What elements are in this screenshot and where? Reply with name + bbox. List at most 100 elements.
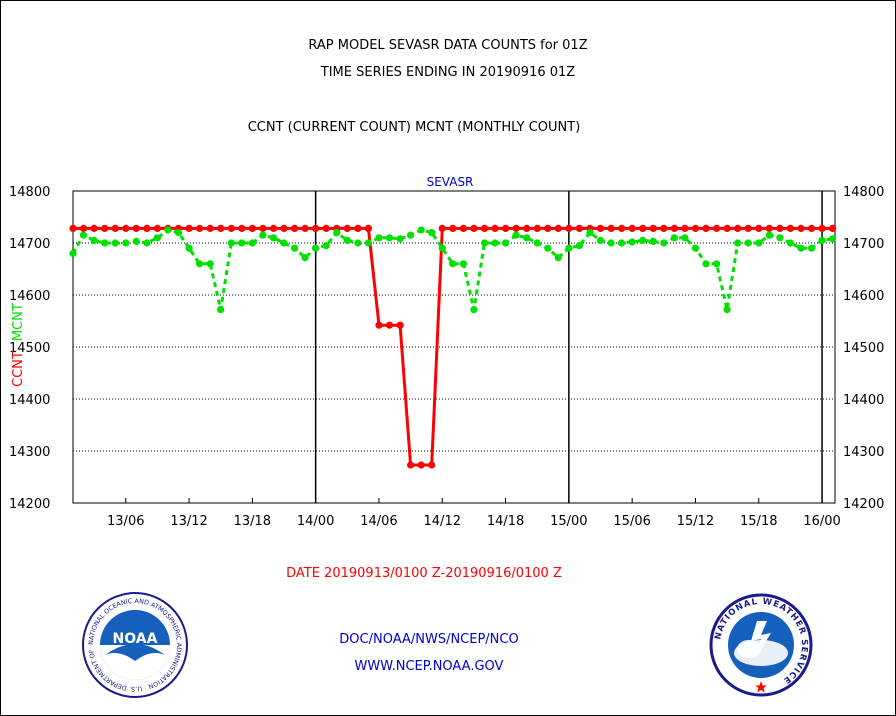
data-point-mcnt-13-06 — [122, 239, 130, 247]
data-point-ccnt-14-23 — [554, 224, 562, 232]
data-point-mcnt-14-10 — [417, 226, 425, 234]
data-point-ccnt-15-20 — [776, 224, 784, 232]
y-tick-label-right-14300: 14300 — [843, 445, 884, 460]
data-point-mcnt-13-18 — [248, 239, 256, 247]
data-point-mcnt-13-04 — [101, 239, 109, 247]
data-point-ccnt-14-06 — [375, 321, 383, 329]
panel-title: SEVASR — [427, 175, 474, 189]
data-point-mcnt-13-23 — [301, 254, 309, 262]
data-point-mcnt-14-01 — [322, 242, 330, 250]
credit-line-1: DOC/NOAA/NWS/NCEP/NCO — [339, 632, 519, 647]
data-point-ccnt-14-15 — [470, 224, 478, 232]
data-point-ccnt-15-18 — [755, 224, 763, 232]
data-point-mcnt-16-01 — [829, 235, 837, 243]
data-point-ccnt-15-00 — [565, 224, 573, 232]
data-point-mcnt-15-13 — [702, 260, 710, 268]
data-point-ccnt-13-05 — [111, 224, 119, 232]
x-tick-label-15-00: 15/00 — [550, 514, 587, 529]
noaa-seal-text: NOAA — [113, 631, 158, 647]
data-point-ccnt-15-21 — [786, 224, 795, 232]
data-point-ccnt-15-05 — [618, 224, 626, 232]
data-point-mcnt-15-01 — [575, 242, 584, 250]
data-point-ccnt-14-08 — [396, 321, 404, 329]
data-point-mcnt-14-02 — [333, 229, 341, 237]
data-point-mcnt-15-00 — [565, 244, 573, 252]
data-point-mcnt-15-16 — [734, 239, 742, 247]
data-point-ccnt-13-13 — [196, 224, 204, 232]
data-point-mcnt-15-22 — [797, 244, 805, 252]
data-point-ccnt-13-23 — [301, 224, 309, 232]
data-point-mcnt-15-06 — [628, 238, 636, 246]
data-point-ccnt-15-01 — [575, 224, 584, 232]
data-point-mcnt-13-22 — [291, 244, 299, 252]
data-point-mcnt-13-10 — [164, 226, 172, 234]
y-tick-label-right-14800: 14800 — [843, 185, 884, 200]
data-point-mcnt-14-09 — [407, 231, 415, 239]
x-tick-label-14-00: 14/00 — [297, 514, 334, 529]
data-point-ccnt-16-01 — [829, 224, 837, 232]
data-point-ccnt-13-17 — [238, 224, 246, 232]
y-axis-label-mcnt: MCNT — [11, 303, 26, 341]
y-tick-label-left-14800: 14800 — [9, 185, 50, 200]
data-point-mcnt-13-20 — [269, 234, 278, 242]
x-tick-label-14-06: 14/06 — [360, 514, 397, 529]
x-tick-label-15-06: 15/06 — [613, 514, 650, 529]
data-point-ccnt-15-12 — [691, 224, 700, 232]
data-point-mcnt-14-16 — [480, 239, 489, 247]
data-point-ccnt-14-17 — [491, 224, 499, 232]
y-axis-label-ccnt: CCNT — [11, 351, 26, 387]
data-point-ccnt-15-10 — [670, 224, 679, 232]
x-tick-label-16-00: 16/00 — [803, 514, 840, 529]
data-point-ccnt-14-04 — [354, 224, 362, 232]
data-point-ccnt-14-16 — [480, 224, 489, 232]
data-point-ccnt-15-08 — [649, 224, 657, 232]
data-point-mcnt-14-18 — [502, 239, 510, 247]
data-point-ccnt-13-08 — [143, 224, 151, 232]
data-point-mcnt-13-03 — [90, 236, 98, 244]
data-point-ccnt-15-07 — [639, 224, 647, 232]
data-point-ccnt-14-07 — [385, 321, 394, 329]
data-point-mcnt-15-09 — [660, 239, 668, 247]
data-point-mcnt-13-09 — [153, 234, 161, 242]
data-point-mcnt-15-19 — [765, 231, 773, 239]
data-point-ccnt-13-06 — [122, 224, 130, 232]
y-tick-label-right-14500: 14500 — [843, 341, 884, 356]
data-point-mcnt-13-15 — [217, 306, 225, 314]
x-tick-label-13-18: 13/18 — [234, 514, 271, 529]
data-point-ccnt-15-06 — [628, 224, 636, 232]
data-point-mcnt-14-07 — [385, 234, 394, 242]
data-point-ccnt-15-22 — [797, 224, 805, 232]
data-point-mcnt-14-14 — [459, 260, 467, 268]
data-point-ccnt-13-16 — [227, 224, 235, 232]
data-point-ccnt-14-14 — [459, 224, 467, 232]
noaa-seal-icon: NOAA NATIONAL OCEANIC AND ATMOSPHERIC AD… — [81, 591, 188, 698]
data-point-mcnt-13-01 — [69, 249, 77, 257]
x-tick-label-15-18: 15/18 — [740, 514, 777, 529]
data-point-ccnt-13-19 — [259, 224, 267, 232]
data-point-mcnt-14-19 — [512, 231, 520, 239]
x-tick-label-13-06: 13/06 — [107, 514, 144, 529]
y-tick-label-left-14500: 14500 — [9, 341, 50, 356]
data-point-ccnt-14-00 — [312, 224, 320, 232]
data-point-mcnt-13-17 — [238, 239, 246, 247]
data-point-mcnt-15-07 — [639, 236, 647, 244]
data-point-mcnt-13-16 — [227, 239, 235, 247]
data-point-mcnt-14-21 — [533, 239, 541, 247]
data-point-mcnt-16-00 — [818, 236, 826, 244]
y-tick-label-left-14700: 14700 — [9, 237, 50, 252]
credit-line-2: WWW.NCEP.NOAA.GOV — [354, 659, 504, 674]
data-point-mcnt-15-20 — [776, 234, 784, 242]
data-point-ccnt-13-07 — [132, 224, 140, 232]
y-tick-label-right-14700: 14700 — [843, 237, 884, 252]
data-point-mcnt-14-00 — [312, 244, 320, 252]
data-point-ccnt-14-11 — [428, 461, 436, 469]
data-point-ccnt-13-03 — [90, 224, 98, 232]
data-point-mcnt-14-04 — [354, 239, 362, 247]
data-point-ccnt-14-01 — [322, 224, 330, 232]
data-point-mcnt-15-05 — [618, 239, 626, 247]
data-point-ccnt-15-03 — [596, 224, 605, 232]
data-point-mcnt-14-06 — [375, 234, 383, 242]
data-point-ccnt-13-21 — [280, 224, 288, 232]
